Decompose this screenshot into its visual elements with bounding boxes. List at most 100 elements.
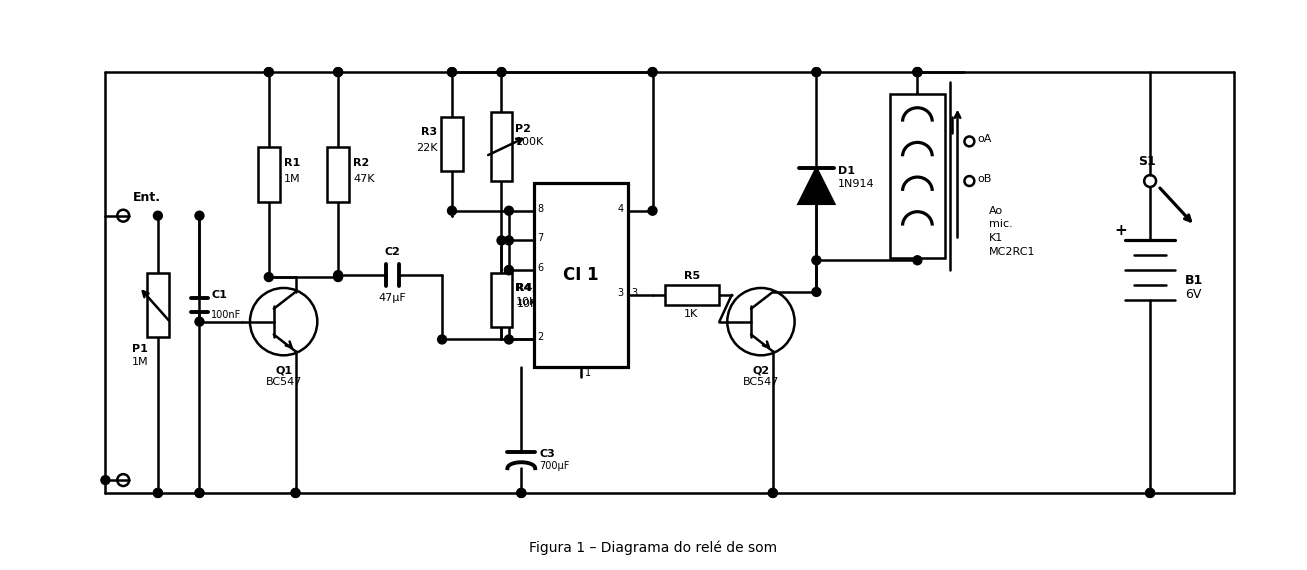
- Text: C2: C2: [384, 247, 400, 257]
- Circle shape: [914, 256, 921, 264]
- Circle shape: [914, 68, 921, 76]
- Circle shape: [769, 488, 778, 498]
- Text: 1K: 1K: [684, 309, 698, 319]
- Text: 6V: 6V: [1184, 288, 1201, 302]
- Circle shape: [153, 488, 162, 498]
- Text: P2: P2: [515, 124, 531, 133]
- Text: R5: R5: [684, 271, 701, 281]
- Circle shape: [333, 272, 342, 282]
- Text: 100K: 100K: [515, 137, 544, 148]
- Bar: [890, 95, 945, 258]
- Circle shape: [447, 68, 456, 76]
- Polygon shape: [799, 168, 834, 204]
- Circle shape: [153, 211, 162, 220]
- Text: 47μF: 47μF: [379, 293, 406, 303]
- Text: mic.: mic.: [989, 219, 1013, 229]
- Text: 700μF: 700μF: [538, 461, 570, 471]
- Text: 6: 6: [537, 263, 544, 273]
- Bar: [440, 117, 463, 171]
- Text: Figura 1 – Diagrama do relé de som: Figura 1 – Diagrama do relé de som: [529, 540, 778, 555]
- Bar: [490, 272, 512, 327]
- Circle shape: [516, 488, 525, 498]
- Circle shape: [101, 475, 110, 484]
- Circle shape: [648, 68, 657, 76]
- Circle shape: [812, 68, 821, 76]
- Text: 1: 1: [584, 368, 591, 378]
- Circle shape: [291, 488, 301, 498]
- Text: 22K: 22K: [416, 143, 437, 153]
- Text: Q1: Q1: [274, 365, 293, 375]
- Text: 3: 3: [631, 288, 638, 298]
- Circle shape: [516, 488, 525, 498]
- Bar: [533, 184, 627, 367]
- Circle shape: [264, 68, 273, 76]
- Text: 1N914: 1N914: [838, 179, 874, 189]
- Text: 10K: 10K: [516, 299, 537, 309]
- Text: C1: C1: [212, 290, 227, 300]
- Circle shape: [264, 272, 273, 282]
- Circle shape: [264, 68, 273, 76]
- Circle shape: [333, 68, 342, 76]
- Circle shape: [1146, 488, 1154, 498]
- Circle shape: [497, 68, 506, 76]
- Circle shape: [195, 488, 204, 498]
- Text: 1M: 1M: [132, 357, 149, 367]
- Text: 100nF: 100nF: [212, 310, 242, 320]
- Text: MC2RC1: MC2RC1: [989, 247, 1035, 257]
- Text: 10K: 10K: [515, 297, 537, 307]
- Circle shape: [505, 266, 514, 275]
- Circle shape: [153, 488, 162, 498]
- Circle shape: [497, 236, 506, 245]
- Circle shape: [291, 488, 301, 498]
- Text: S1: S1: [1138, 154, 1155, 168]
- Text: R2: R2: [353, 158, 369, 168]
- Circle shape: [438, 335, 447, 344]
- Circle shape: [648, 206, 657, 215]
- Circle shape: [812, 68, 821, 76]
- Text: +: +: [1114, 223, 1127, 238]
- Circle shape: [505, 236, 514, 245]
- Circle shape: [769, 488, 778, 498]
- Text: Ao: Ao: [989, 206, 1004, 215]
- Text: 4: 4: [618, 203, 623, 214]
- Text: BC547: BC547: [742, 377, 779, 387]
- Text: CI 1: CI 1: [563, 266, 599, 284]
- Text: B1: B1: [1184, 274, 1202, 287]
- Circle shape: [914, 68, 921, 76]
- Circle shape: [333, 271, 342, 279]
- Bar: [146, 272, 169, 337]
- Bar: [490, 112, 512, 181]
- Circle shape: [195, 211, 204, 220]
- Circle shape: [195, 488, 204, 498]
- Circle shape: [497, 68, 506, 76]
- Text: oB: oB: [978, 174, 992, 184]
- Circle shape: [812, 256, 821, 264]
- Text: R3: R3: [421, 127, 437, 137]
- Text: R4: R4: [515, 283, 532, 293]
- Text: 47K: 47K: [353, 173, 375, 184]
- Circle shape: [914, 68, 921, 76]
- Text: K1: K1: [989, 234, 1004, 243]
- Text: Q2: Q2: [753, 365, 770, 375]
- Text: BC547: BC547: [265, 377, 302, 387]
- Circle shape: [447, 68, 456, 76]
- Circle shape: [447, 206, 456, 215]
- Text: D1: D1: [838, 166, 855, 176]
- Text: 3: 3: [618, 288, 623, 298]
- Text: Ent.: Ent.: [133, 192, 161, 205]
- Circle shape: [1146, 488, 1154, 498]
- Text: 1M: 1M: [284, 173, 301, 184]
- Circle shape: [333, 68, 342, 76]
- Circle shape: [505, 266, 514, 275]
- Text: oA: oA: [978, 135, 992, 144]
- Bar: [257, 148, 280, 202]
- Text: 7: 7: [537, 234, 544, 243]
- Circle shape: [505, 206, 514, 215]
- Bar: [327, 148, 349, 202]
- Text: P1: P1: [132, 344, 148, 355]
- Text: 2: 2: [537, 332, 544, 343]
- Circle shape: [648, 68, 657, 76]
- Text: C3: C3: [538, 449, 555, 459]
- Text: R1: R1: [284, 158, 299, 168]
- Bar: [665, 285, 719, 305]
